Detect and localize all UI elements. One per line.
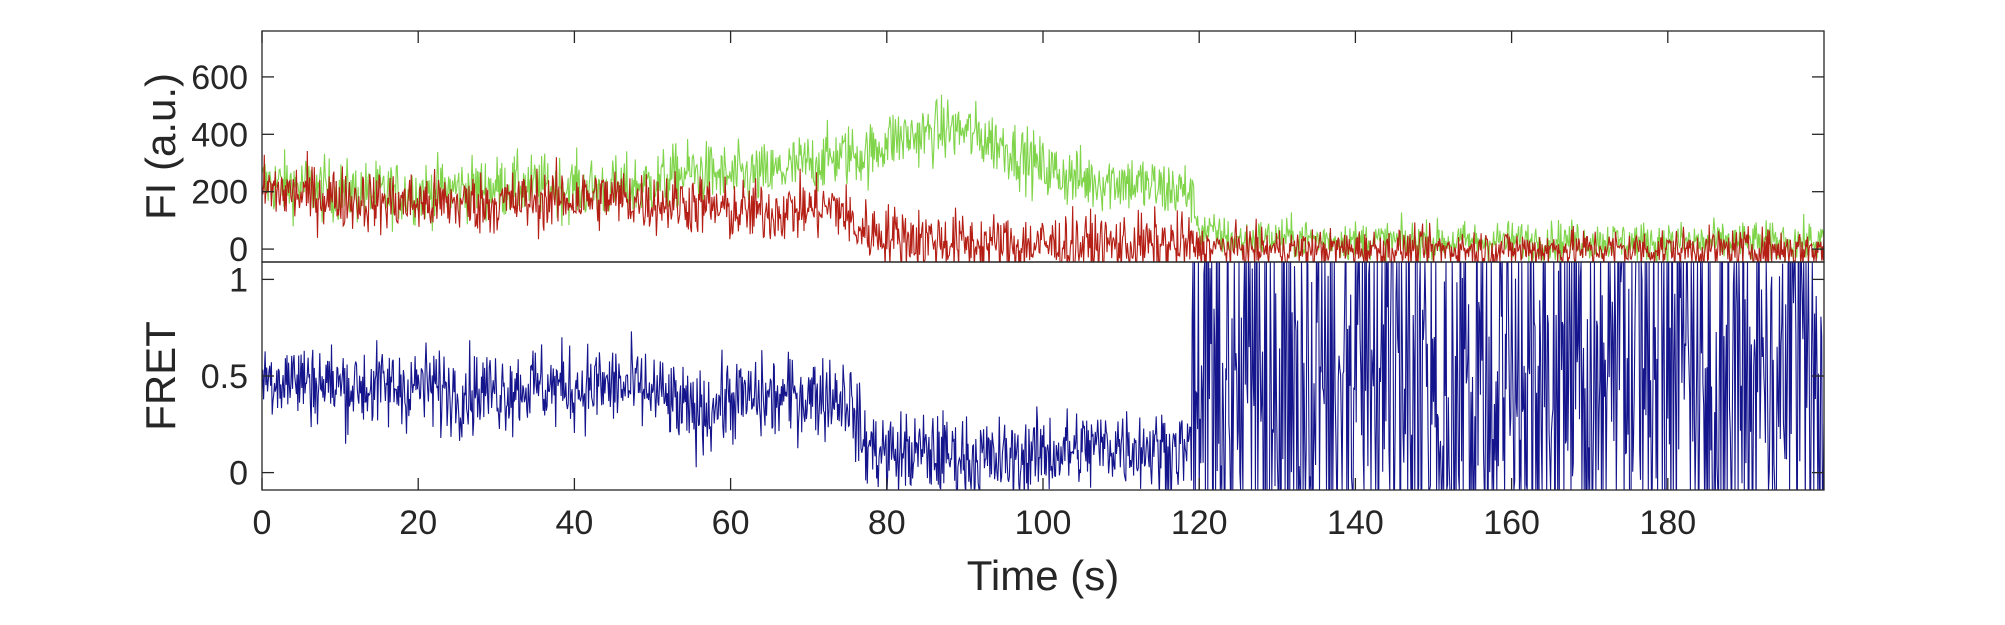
y-tick-label: 0 [229, 455, 248, 493]
series-line-1 [262, 150, 1824, 262]
series-line-0 [262, 94, 1824, 262]
y-tick-label: 0.5 [201, 358, 248, 396]
x-tick-label: 160 [1483, 504, 1540, 542]
x-tick-label: 20 [399, 504, 437, 542]
x-tick-label: 100 [1015, 504, 1072, 542]
fret-panel: 0 0.5 1 FRET 0 20 40 60 80 100 120 140 160 180 Time (s… [137, 261, 1825, 599]
x-axis-label: Time (s) [967, 552, 1119, 599]
x-tick-label: 40 [555, 504, 593, 542]
y-axis-label: FRET [137, 321, 184, 431]
x-tick-label: 120 [1171, 504, 1228, 542]
plot-area [262, 94, 1824, 262]
y-axis-label: FI (a.u.) [137, 73, 184, 220]
x-tick-label: 0 [253, 504, 272, 542]
plot-area [262, 262, 1824, 490]
x-tick-label: 180 [1639, 504, 1696, 542]
y-tick-label: 1 [229, 261, 248, 299]
y-tick-label: 0 [229, 231, 248, 269]
x-tick-label: 140 [1327, 504, 1384, 542]
series-line-0 [262, 262, 1824, 490]
y-tick-label: 400 [191, 116, 248, 154]
y-tick-label: 200 [191, 174, 248, 212]
y-tick-label: 600 [191, 59, 248, 97]
x-tick-label: 80 [868, 504, 906, 542]
x-tick-label: 60 [712, 504, 750, 542]
